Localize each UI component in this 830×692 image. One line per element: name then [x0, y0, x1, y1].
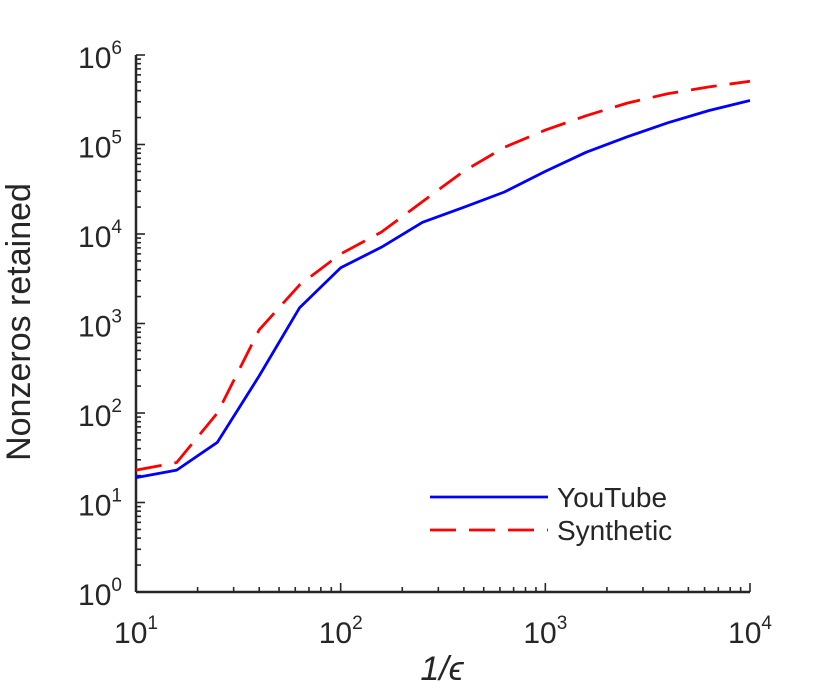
x-tick-label: 101: [114, 613, 158, 650]
legend-label-synthetic: Synthetic: [557, 515, 672, 546]
y-tick-label: 101: [78, 486, 122, 523]
y-tick-label: 104: [78, 217, 122, 254]
x-axis-ticks: 101 102 103 104: [114, 583, 772, 650]
y-axis-label: Nonzeros retained: [0, 183, 38, 461]
y-axis-ticks: 100 101 102 103 104 105 106: [78, 38, 145, 612]
x-tick-label: 102: [319, 613, 363, 650]
series-line-synthetic: [135, 79, 751, 472]
x-tick-label: 104: [728, 613, 772, 650]
x-axis-label: 1/ϵ: [420, 650, 464, 688]
series-layer: [135, 79, 751, 479]
x-tick-label: 103: [523, 613, 567, 650]
y-tick-label: 103: [78, 307, 122, 344]
minor-ticks: [136, 58, 742, 592]
y-tick-label: 105: [78, 128, 122, 165]
legend-label-youtube: YouTube: [557, 482, 667, 513]
y-tick-label: 100: [78, 575, 122, 612]
legend: YouTube Synthetic: [430, 482, 672, 546]
y-tick-label: 106: [78, 38, 122, 75]
y-tick-label: 102: [78, 396, 122, 433]
series-line-youtube: [135, 99, 751, 479]
